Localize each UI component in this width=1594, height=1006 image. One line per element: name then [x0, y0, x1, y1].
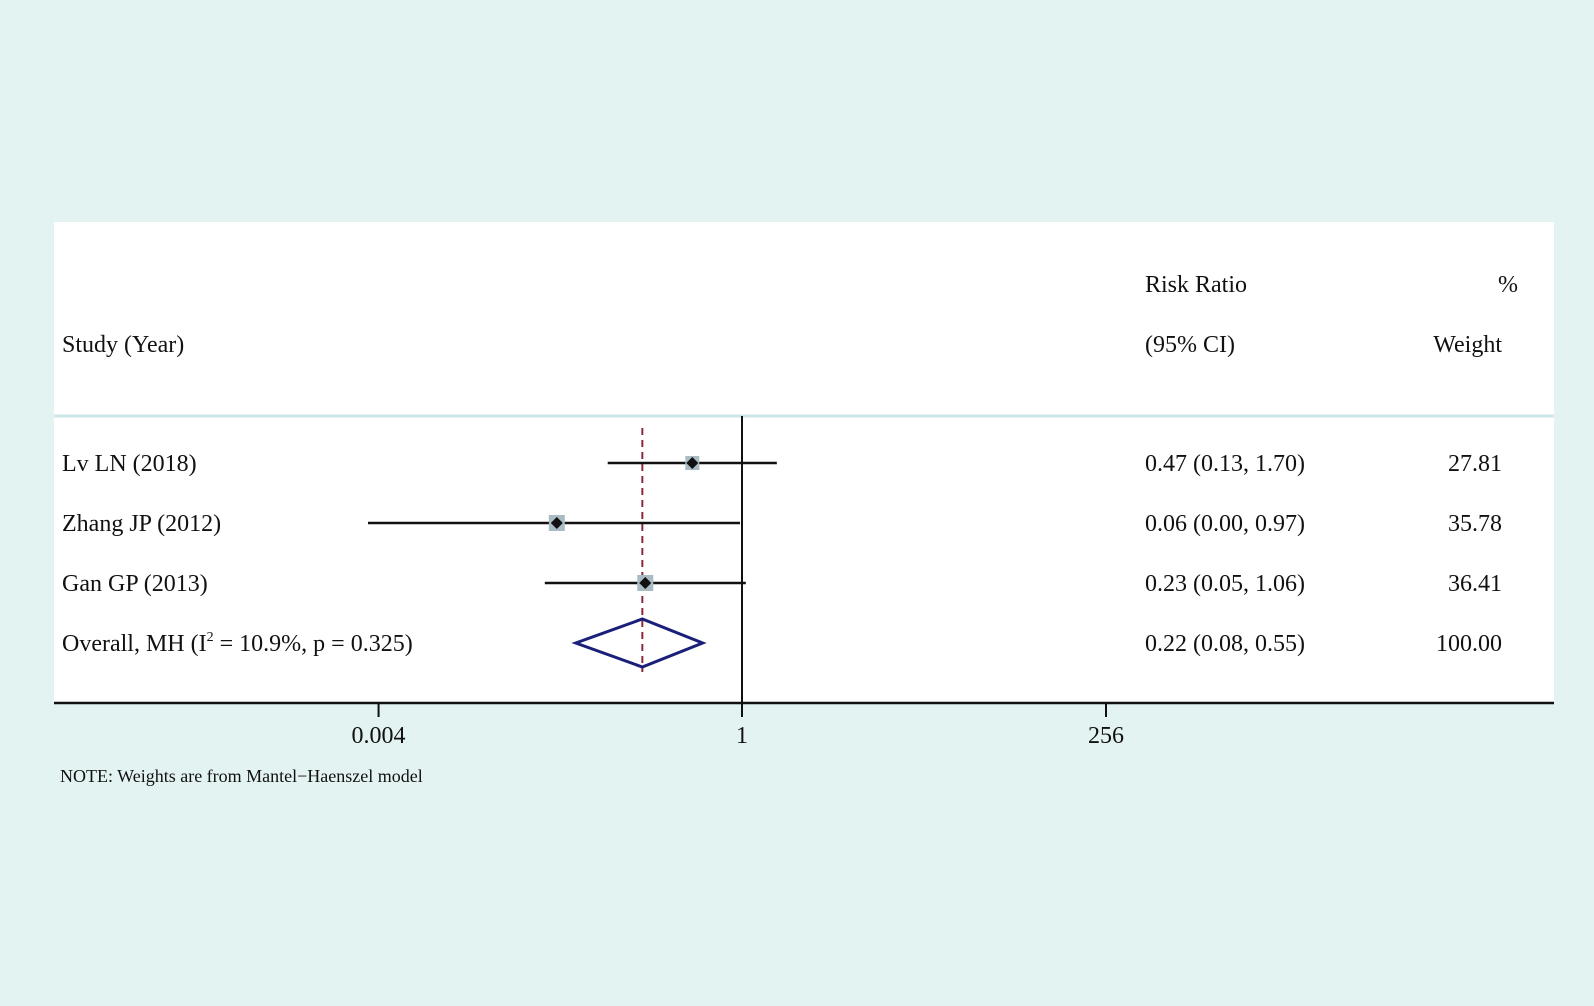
- ci-value: 0.47 (0.13, 1.70): [1145, 451, 1305, 477]
- study-label: Lv LN (2018): [62, 451, 197, 477]
- header-weight-label-1: %: [1498, 272, 1518, 298]
- study-label: Zhang JP (2012): [62, 511, 221, 537]
- marks-layer: Lv LN (2018) 0.47 (0.13, 1.70) 27.81 Zhang …: [62, 416, 1502, 717]
- point-estimate: [639, 577, 652, 589]
- x-tick-label: 256: [1088, 723, 1124, 749]
- ci-value: 0.06 (0.00, 0.97): [1145, 511, 1305, 537]
- study-label: Gan GP (2013): [62, 571, 208, 597]
- overall-weight-value: 100.00: [1436, 631, 1502, 657]
- x-tick-label: 1: [736, 723, 748, 749]
- weight-value: 36.41: [1448, 571, 1502, 597]
- overall-diamond: [571, 617, 707, 669]
- header-effect-label-2: (95% CI): [1145, 332, 1235, 358]
- point-estimate: [686, 457, 699, 469]
- note-text: NOTE: Weights are from Mantel−Haenszel m…: [60, 766, 423, 786]
- weight-value: 27.81: [1448, 451, 1502, 477]
- overall-label: Overall, MH (I2 = 10.9%, p = 0.325): [62, 630, 413, 657]
- weight-value: 35.78: [1448, 511, 1502, 537]
- point-estimate: [550, 517, 563, 529]
- header-effect-label-1: Risk Ratio: [1145, 272, 1247, 298]
- x-tick-label: 0.004: [352, 723, 406, 749]
- ci-value: 0.23 (0.05, 1.06): [1145, 571, 1305, 597]
- overall-ci-value: 0.22 (0.08, 0.55): [1145, 631, 1305, 657]
- header-study-label: Study (Year): [62, 332, 184, 358]
- header-weight-label-2: Weight: [1433, 332, 1502, 358]
- plot-area: [54, 222, 1554, 704]
